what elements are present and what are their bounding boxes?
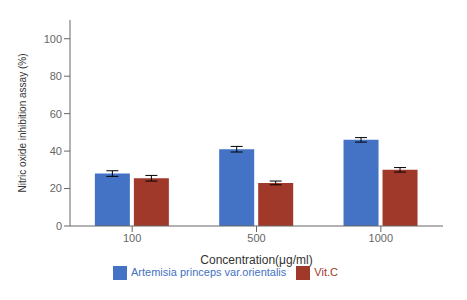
svg-text:Nitric oxide inhibition assay: Nitric oxide inhibition assay (%) xyxy=(17,54,28,193)
html-text:Vit.C: Vit.C xyxy=(314,266,338,278)
svg-text:0: 0 xyxy=(56,220,62,232)
svg-text:100: 100 xyxy=(123,232,141,244)
svg-text:Concentration(μg/ml): Concentration(μg/ml) xyxy=(200,253,312,267)
svg-text:60: 60 xyxy=(50,108,62,120)
svg-text:40: 40 xyxy=(50,145,62,157)
svg-text:100: 100 xyxy=(44,33,62,45)
svg-text:500: 500 xyxy=(247,232,265,244)
svg-text:80: 80 xyxy=(50,70,62,82)
html-text:Artemisia princeps var.orienta: Artemisia princeps var.orientalis xyxy=(131,266,287,278)
svg-text:1000: 1000 xyxy=(369,232,393,244)
svg-text:20: 20 xyxy=(50,182,62,194)
